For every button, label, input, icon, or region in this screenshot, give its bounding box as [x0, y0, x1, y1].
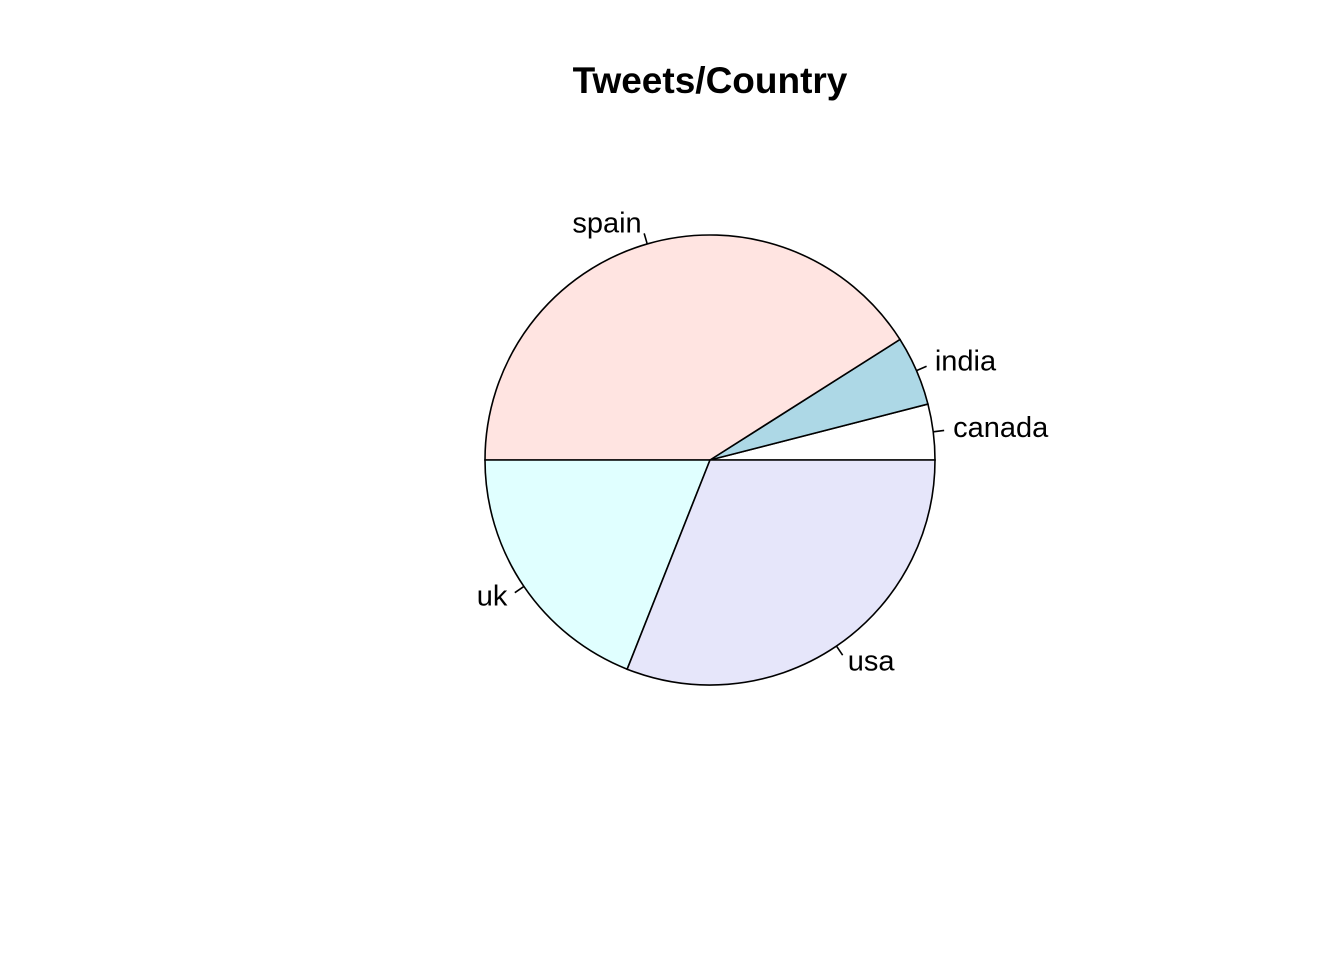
- slice-label-uk: uk: [477, 580, 508, 612]
- slice-label-canada: canada: [953, 412, 1049, 444]
- pie-slice-spain: [484, 234, 902, 461]
- label-tick-uk: [514, 585, 525, 594]
- pie-slices: [484, 234, 936, 686]
- label-ticks: [514, 233, 945, 656]
- slice-labels: canada india spain uk usa: [477, 207, 1049, 677]
- label-tick-spain: [643, 233, 648, 245]
- chart-title: Tweets/Country: [573, 60, 848, 101]
- label-tick-india: [916, 365, 927, 372]
- slice-label-india: india: [935, 345, 997, 377]
- slice-label-spain: spain: [572, 207, 641, 239]
- label-tick-usa: [835, 645, 844, 656]
- slice-label-usa: usa: [848, 645, 896, 677]
- label-tick-canada: [933, 429, 945, 433]
